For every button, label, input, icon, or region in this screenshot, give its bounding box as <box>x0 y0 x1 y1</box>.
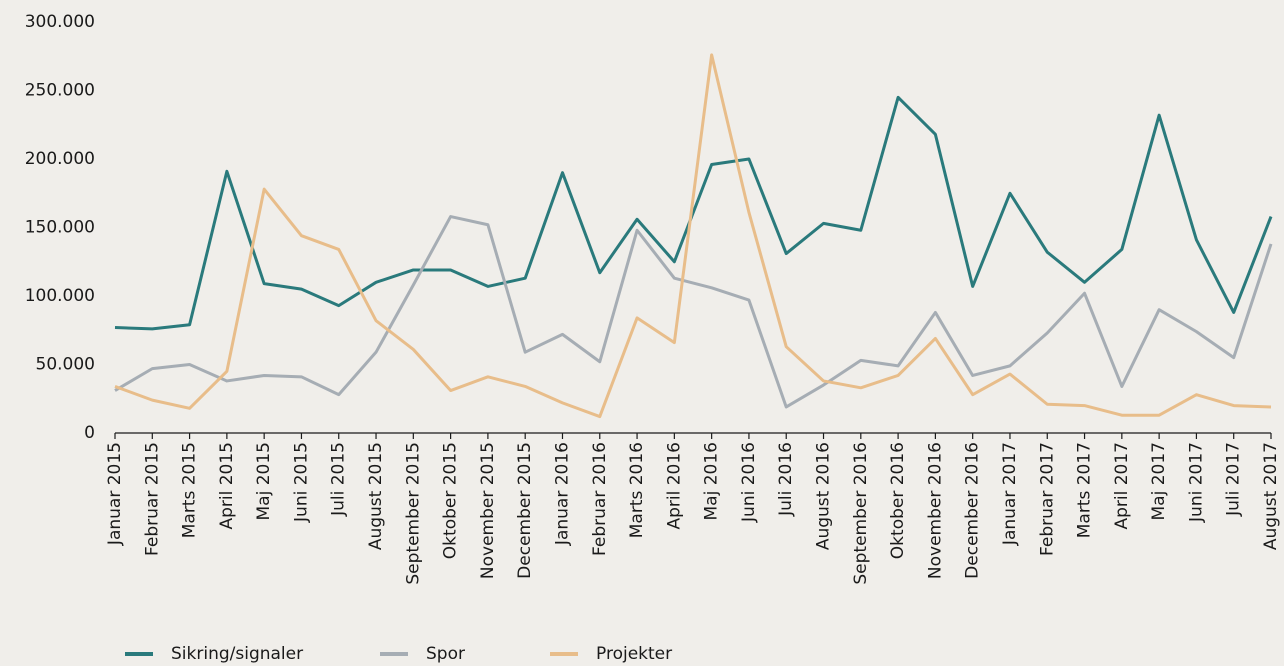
x-tick-label: Januar 2016 <box>552 442 572 546</box>
x-tick-label: Juli 2015 <box>329 442 349 517</box>
y-tick-label: 300.000 <box>25 12 95 32</box>
x-tick-label: Maj 2015 <box>254 442 274 520</box>
x-tick-label: Marts 2017 <box>1075 442 1095 538</box>
legend-label: Sikring/signaler <box>171 644 303 664</box>
x-tick-label: August 2015 <box>366 442 386 550</box>
legend-label: Projekter <box>596 644 672 664</box>
x-tick-label: Maj 2017 <box>1149 442 1169 520</box>
x-tick-label: Juni 2015 <box>291 442 311 523</box>
x-tick-label: Oktober 2016 <box>888 442 908 559</box>
x-tick-label: November 2015 <box>478 442 498 579</box>
series-line <box>114 53 1272 419</box>
x-tick-label: Juli 2017 <box>1224 442 1244 517</box>
x-tick-label: Juni 2017 <box>1186 442 1206 523</box>
x-tick-label: Oktober 2015 <box>441 442 461 559</box>
x-tick-label: December 2015 <box>515 442 535 579</box>
x-tick-label: Februar 2016 <box>590 442 610 556</box>
x-tick-label: Februar 2015 <box>142 442 162 556</box>
y-tick-label: 0 <box>84 423 95 443</box>
x-tick-label: Januar 2017 <box>1000 442 1020 546</box>
series-line <box>114 95 1273 331</box>
y-tick-label: 200.000 <box>25 149 95 169</box>
x-tick-label: November 2016 <box>925 442 945 579</box>
x-tick-label: December 2016 <box>963 442 983 579</box>
x-tick-label: April 2015 <box>217 442 237 530</box>
legend-label: Spor <box>426 644 465 664</box>
x-tick-label: August 2017 <box>1261 442 1281 550</box>
series-line <box>114 215 1273 409</box>
x-tick-label: Februar 2017 <box>1037 442 1057 556</box>
x-tick-label: April 2016 <box>664 442 684 530</box>
x-tick-label: Marts 2015 <box>180 442 200 538</box>
x-tick-label: April 2017 <box>1112 442 1132 530</box>
x-tick-label: Januar 2015 <box>105 442 125 546</box>
x-tick-label: September 2016 <box>851 442 871 585</box>
y-tick-label: 100.000 <box>25 286 95 306</box>
x-tick-label: Juli 2016 <box>776 442 796 517</box>
y-tick-label: 50.000 <box>36 355 95 375</box>
x-tick-label: Maj 2016 <box>702 442 722 520</box>
y-tick-label: 250.000 <box>25 81 95 101</box>
y-tick-label: 150.000 <box>25 218 95 238</box>
x-tick-label: September 2015 <box>403 442 423 585</box>
x-tick-label: Marts 2016 <box>627 442 647 538</box>
x-tick-label: Juni 2016 <box>739 442 759 523</box>
x-tick-label: August 2016 <box>814 442 834 550</box>
